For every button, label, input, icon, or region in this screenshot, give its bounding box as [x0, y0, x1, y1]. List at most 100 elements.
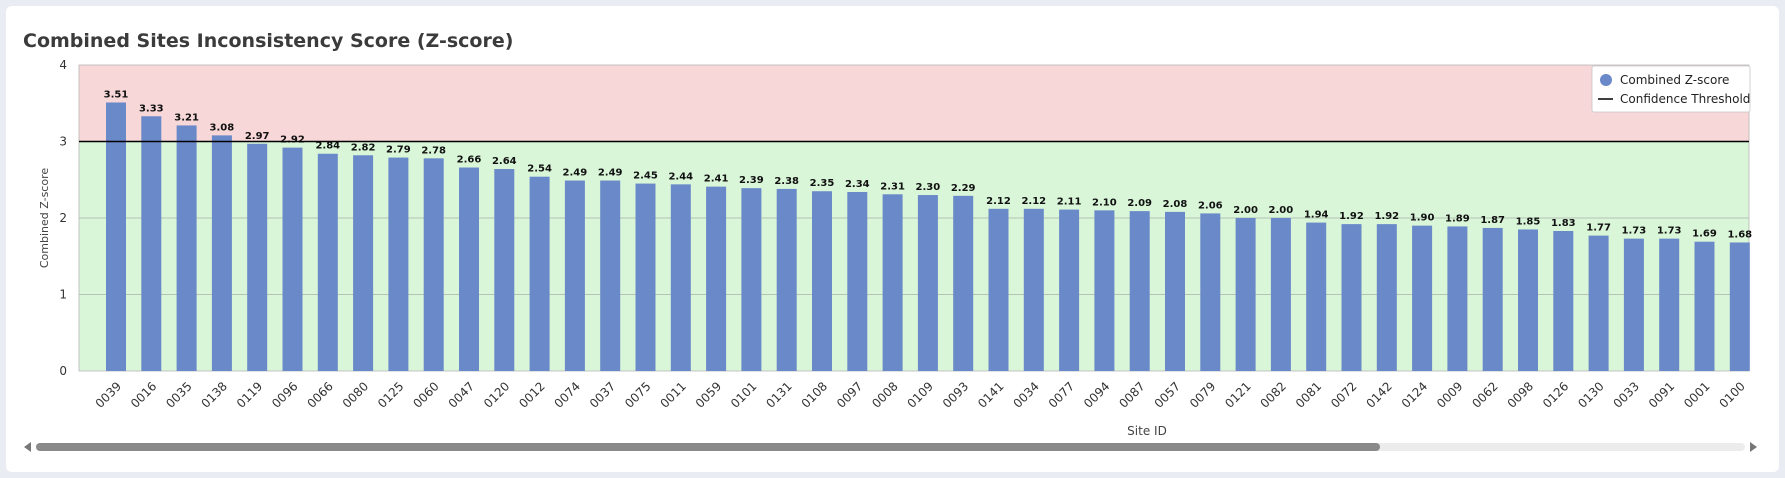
bar: [1341, 224, 1362, 371]
data-label: 2.39: [739, 175, 764, 186]
x-tick-label: 0100: [1716, 379, 1747, 410]
legend-label: Combined Z-score: [1620, 73, 1729, 87]
data-label: 2.31: [880, 181, 905, 192]
bar: [670, 184, 691, 371]
data-label: 1.92: [1339, 211, 1364, 222]
bar: [1412, 225, 1433, 371]
bar: [529, 176, 550, 371]
y-tick-label: 1: [59, 288, 67, 302]
x-tick-label: 0079: [1187, 379, 1218, 410]
x-tick-label: 0121: [1222, 379, 1253, 410]
data-label: 2.54: [527, 164, 552, 175]
data-label: 2.00: [1269, 205, 1294, 216]
data-label: 2.06: [1198, 200, 1223, 211]
x-tick-label: 0101: [728, 379, 759, 410]
bar: [1553, 231, 1574, 371]
x-tick-label: 0009: [1434, 379, 1465, 410]
data-label: 2.92: [280, 135, 305, 146]
data-label: 2.11: [1057, 197, 1082, 208]
x-tick-label: 0094: [1081, 379, 1112, 410]
x-tick-label: 0096: [269, 379, 300, 410]
bar: [1306, 222, 1327, 371]
bar: [388, 157, 409, 371]
x-tick-label: 0091: [1646, 379, 1677, 410]
bar: [1376, 224, 1397, 371]
horizontal-scrollbar[interactable]: [24, 440, 1757, 454]
x-tick-label: 0039: [93, 379, 124, 410]
x-tick-label: 0057: [1152, 379, 1183, 410]
bar: [247, 143, 268, 371]
data-label: 1.85: [1516, 216, 1541, 227]
bar: [423, 158, 444, 371]
data-label: 2.34: [845, 179, 870, 190]
bar: [1729, 242, 1750, 371]
bar: [106, 102, 126, 372]
data-label: 2.97: [245, 131, 270, 142]
legend-box: [1591, 65, 1751, 113]
data-label: 2.45: [633, 171, 658, 182]
bar: [1129, 211, 1150, 371]
bar: [776, 188, 797, 371]
data-label: 2.29: [951, 183, 976, 194]
data-label: 1.90: [1410, 213, 1435, 224]
scroll-right-arrow-icon[interactable]: [1750, 442, 1757, 452]
x-tick-label: 0130: [1575, 379, 1606, 410]
bar: [812, 191, 832, 371]
x-tick-label: 0080: [340, 379, 371, 410]
bar: [1200, 213, 1221, 371]
x-tick-label: 0011: [657, 379, 688, 410]
data-label: 2.35: [810, 178, 835, 189]
data-label: 1.83: [1551, 218, 1576, 229]
bar: [1023, 208, 1044, 371]
x-tick-label: 0093: [940, 379, 971, 410]
x-tick-label: 0108: [799, 379, 830, 410]
bar: [494, 169, 515, 371]
x-tick-label: 0072: [1328, 379, 1359, 410]
x-tick-label: 0142: [1363, 379, 1394, 410]
bar: [1694, 241, 1715, 371]
bar: [741, 188, 762, 371]
legend-label: Confidence Threshold: [1620, 92, 1750, 106]
bar: [353, 155, 374, 371]
y-tick-label: 0: [59, 364, 67, 378]
bar: [1518, 229, 1538, 371]
x-tick-label: 0138: [199, 379, 230, 410]
data-label: 2.82: [351, 142, 376, 153]
x-tick-label: 0082: [1258, 379, 1289, 410]
x-tick-label: 0097: [834, 379, 865, 410]
data-label: 2.08: [1163, 199, 1188, 210]
data-label: 2.79: [386, 145, 411, 156]
data-label: 2.44: [668, 171, 693, 182]
data-label: 2.09: [1127, 198, 1152, 209]
bar: [1165, 211, 1185, 371]
bar: [953, 195, 974, 371]
bar: [1659, 238, 1680, 371]
bar: [141, 116, 162, 371]
bar: [706, 186, 727, 371]
scroll-left-arrow-icon[interactable]: [24, 442, 31, 452]
bar: [176, 125, 197, 371]
x-tick-label: 0081: [1293, 379, 1324, 410]
data-label: 2.66: [457, 155, 482, 166]
bar: [459, 167, 479, 371]
data-label: 2.84: [315, 141, 340, 152]
data-label: 1.68: [1727, 229, 1752, 240]
data-label: 1.73: [1622, 226, 1647, 237]
data-label: 2.10: [1092, 197, 1117, 208]
bar: [882, 194, 903, 371]
data-label: 1.92: [1374, 211, 1399, 222]
bar: [1447, 226, 1468, 371]
data-label: 1.94: [1304, 210, 1329, 221]
scroll-track[interactable]: [36, 443, 1745, 451]
data-label: 2.30: [916, 182, 941, 193]
bar: [1094, 210, 1115, 371]
x-tick-label: 0109: [905, 379, 936, 410]
x-axis-title: Site ID: [1127, 424, 1167, 438]
data-label: 2.41: [704, 174, 729, 185]
x-tick-label: 0033: [1611, 379, 1642, 410]
x-tick-label: 0075: [622, 379, 653, 410]
data-label: 3.08: [210, 122, 235, 133]
x-tick-label: 0141: [975, 379, 1006, 410]
data-label: 2.00: [1233, 205, 1258, 216]
scroll-thumb[interactable]: [36, 443, 1380, 451]
